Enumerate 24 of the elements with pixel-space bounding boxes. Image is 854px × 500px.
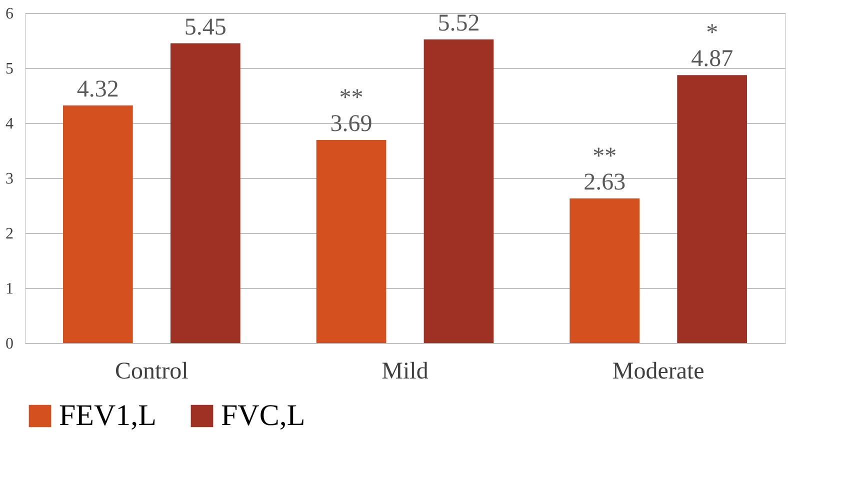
bar [316,140,386,343]
legend-label: FVC,L [221,399,306,432]
bar [424,39,494,343]
bar [170,43,240,343]
data-label: 5.52 [438,10,480,36]
y-tick-label: 0 [6,336,14,352]
data-label: * 4.87 [691,20,734,72]
data-label: 4.32 [76,76,119,102]
x-tick-label: Mild [382,358,428,384]
bar [63,105,133,343]
bar [677,75,747,343]
y-tick-label: 6 [6,6,14,22]
y-tick-label: 5 [6,60,14,78]
data-label: ** 3.69 [330,85,372,138]
legend-label: FEV1,L [59,399,156,432]
data-label: ** 2.63 [584,143,626,196]
bar [570,198,640,343]
data-label: 5.45 [184,14,226,40]
y-tick-label: 3 [6,170,14,188]
x-tick-label: Control [114,358,189,384]
y-tick-label: 2 [6,226,14,242]
x-tick-label: Moderate [612,358,704,384]
y-tick-label: 1 [6,280,14,298]
y-tick-label: 4 [6,116,14,132]
